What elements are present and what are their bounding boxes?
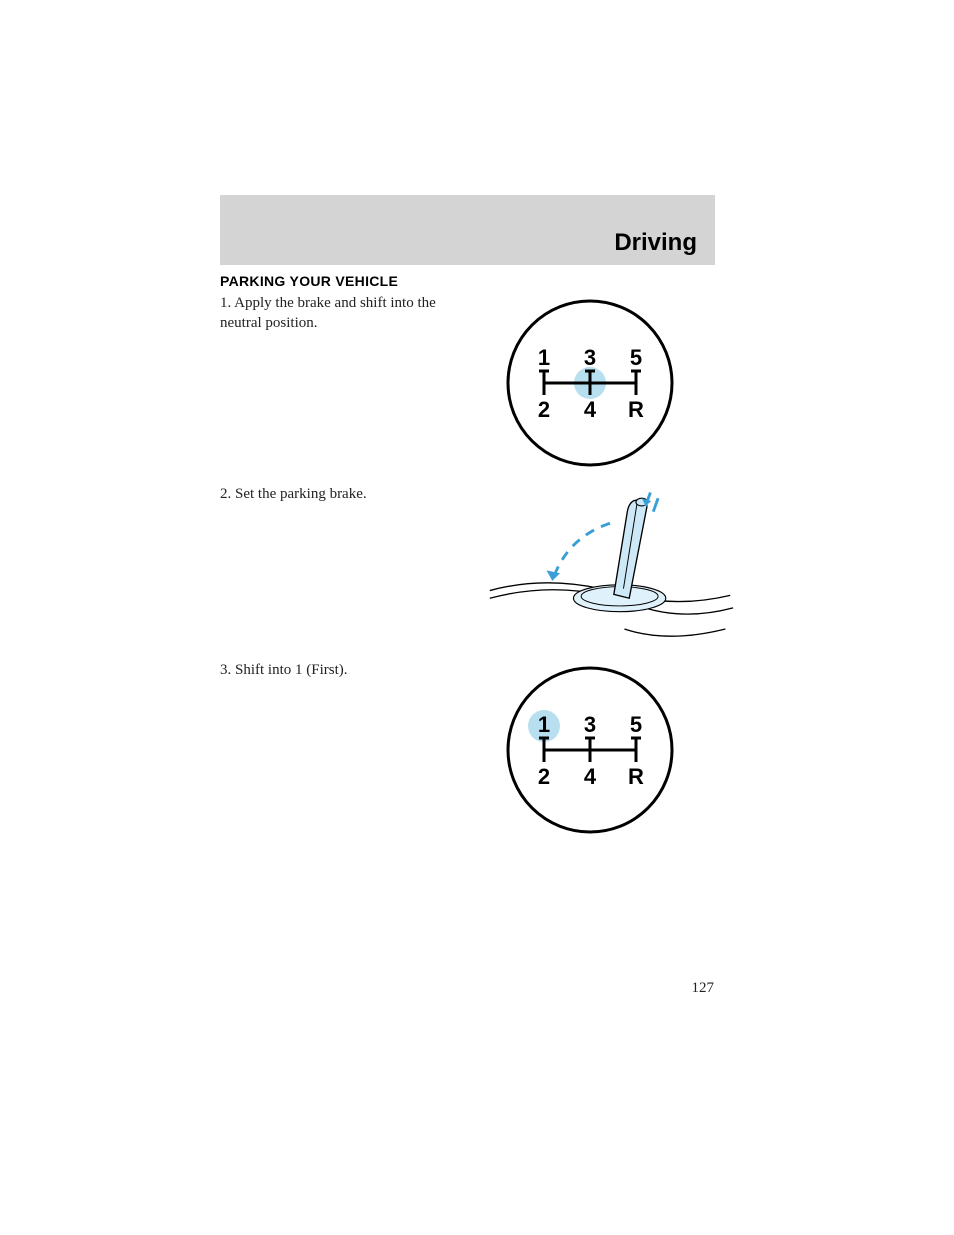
section-header-title: Driving xyxy=(614,229,697,257)
gear-label-3: 3 xyxy=(584,712,596,737)
gear-label-r: R xyxy=(628,764,644,789)
parking-brake-figure xyxy=(485,484,715,654)
step-text: 2. Set the parking brake. xyxy=(220,484,485,504)
step-text: 1. Apply the brake and shift into the ne… xyxy=(220,293,485,334)
gear-pattern-icon: 1 3 5 2 4 R xyxy=(485,660,695,840)
parking-brake-icon xyxy=(485,484,735,649)
gear-label-4: 4 xyxy=(584,764,597,789)
gear-label-r: R xyxy=(628,397,644,422)
gear-label-3: 3 xyxy=(584,345,596,370)
gear-shift-first-figure: 1 3 5 2 4 R xyxy=(485,660,715,845)
gear-label-5: 5 xyxy=(630,712,642,737)
gear-shift-neutral-figure: 1 3 5 2 4 R xyxy=(485,293,715,478)
page-number: 127 xyxy=(692,980,715,997)
gear-label-4: 4 xyxy=(584,397,597,422)
gear-label-2: 2 xyxy=(538,397,550,422)
gear-pattern-icon: 1 3 5 2 4 R xyxy=(485,293,695,473)
gear-label-1: 1 xyxy=(538,712,550,737)
manual-page: Driving PARKING YOUR VEHICLE 1. Apply th… xyxy=(220,195,715,851)
section-header-bar: Driving xyxy=(220,195,715,265)
gear-label-2: 2 xyxy=(538,764,550,789)
step-row: 2. Set the parking brake. xyxy=(220,484,715,654)
section-heading: PARKING YOUR VEHICLE xyxy=(220,273,715,289)
gear-label-5: 5 xyxy=(630,345,642,370)
step-row: 1. Apply the brake and shift into the ne… xyxy=(220,293,715,478)
step-row: 3. Shift into 1 (First). 1 3 5 2 xyxy=(220,660,715,845)
gear-label-1: 1 xyxy=(538,345,550,370)
step-text: 3. Shift into 1 (First). xyxy=(220,660,485,680)
